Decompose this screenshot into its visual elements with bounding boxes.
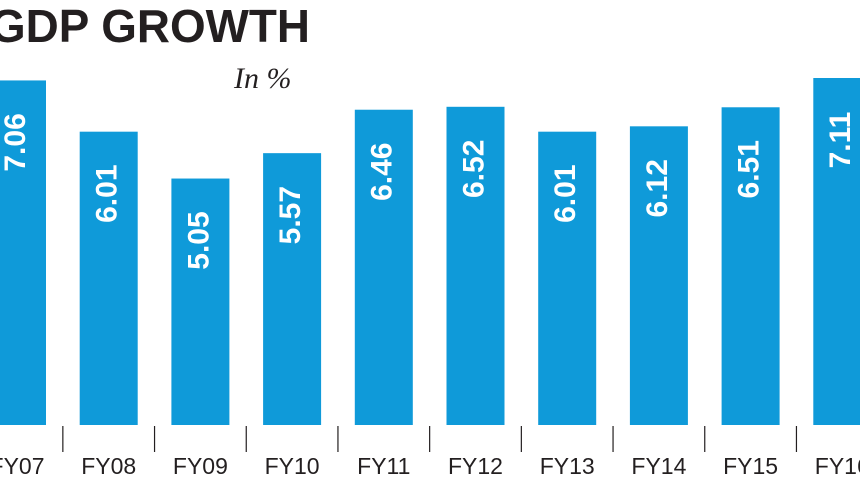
x-tick-label: FY10 — [265, 453, 320, 479]
bar — [171, 178, 230, 425]
value-label: 6.12 — [641, 159, 674, 217]
value-label: 6.52 — [457, 140, 490, 198]
value-label: 5.57 — [274, 186, 307, 244]
value-label: 6.01 — [91, 164, 124, 222]
x-tick-label: FY09 — [173, 453, 228, 479]
bar — [79, 131, 138, 426]
value-label: 6.46 — [366, 143, 399, 201]
bar — [721, 107, 780, 425]
bar — [813, 78, 860, 425]
x-tick-label: FY12 — [448, 453, 503, 479]
chart-title: GDP GROWTH — [0, 0, 310, 52]
value-label: 7.11 — [824, 112, 857, 169]
bar — [629, 126, 688, 425]
x-tick-label: FY07 — [0, 453, 44, 479]
value-label: 6.01 — [549, 164, 582, 222]
x-tick-label: FY13 — [540, 453, 595, 479]
value-label: 5.05 — [182, 211, 215, 269]
x-tick-label: FY08 — [81, 453, 136, 479]
x-tick-label: FY11 — [357, 453, 410, 479]
x-tick-label: FY15 — [723, 453, 778, 479]
value-label: 7.06 — [0, 113, 32, 171]
x-tick-label: FY14 — [631, 453, 686, 479]
bar — [263, 153, 322, 425]
bar — [538, 131, 597, 426]
bar — [446, 106, 505, 426]
bar — [354, 109, 413, 425]
value-label: 6.51 — [733, 140, 766, 198]
chart-subtitle: In % — [233, 62, 291, 95]
bar — [0, 80, 46, 426]
x-tick-label: FY16 — [815, 453, 860, 479]
